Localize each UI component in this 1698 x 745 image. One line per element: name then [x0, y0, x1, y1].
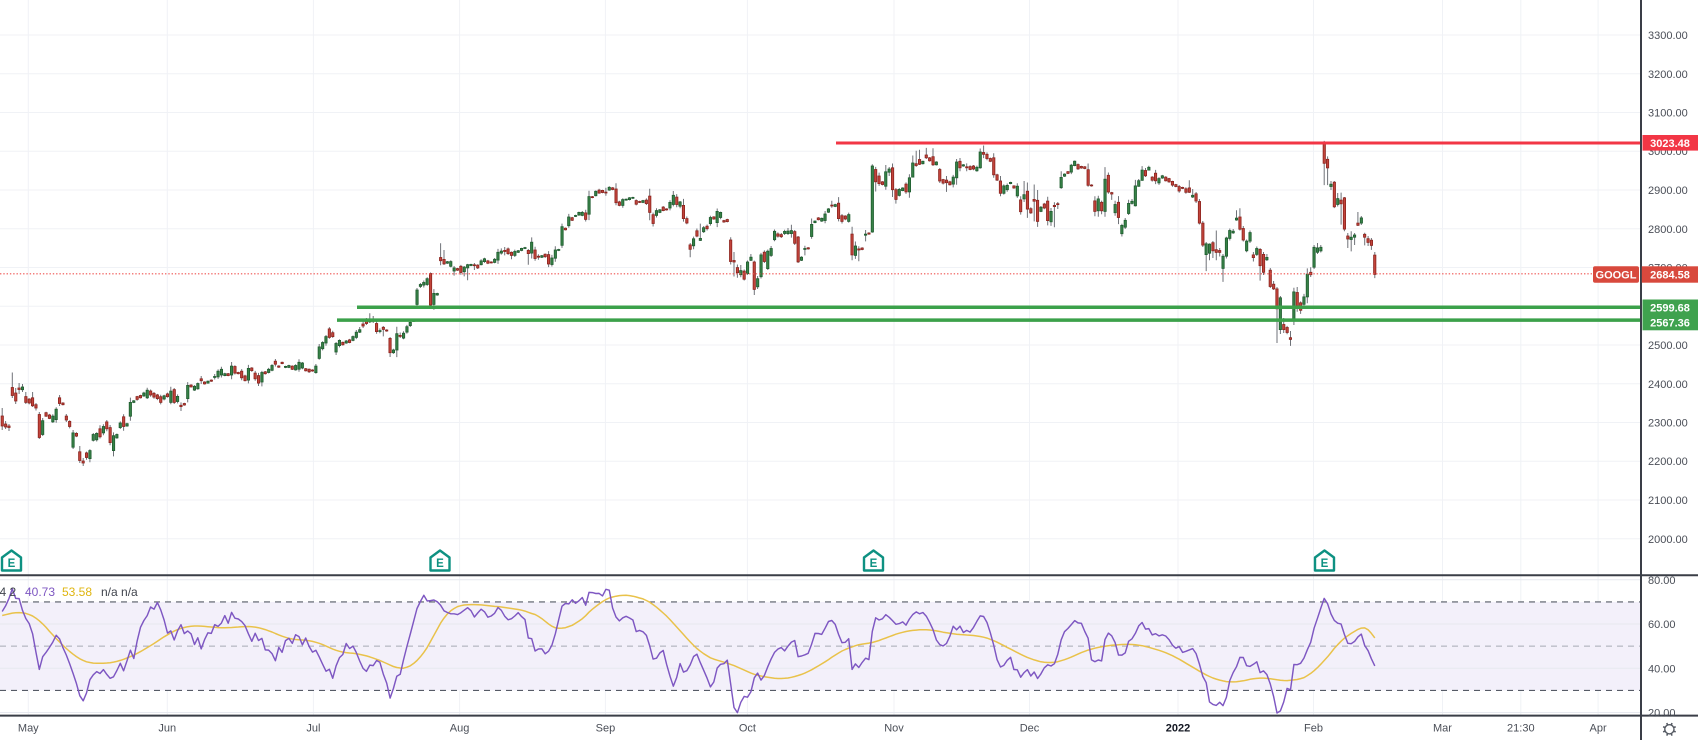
svg-text:Oct: Oct	[739, 723, 756, 735]
svg-text:E: E	[870, 558, 878, 570]
svg-text:40.73: 40.73	[25, 585, 55, 599]
svg-text:60.00: 60.00	[1648, 619, 1676, 631]
svg-text:Sep: Sep	[596, 723, 616, 735]
svg-text:40.00: 40.00	[1648, 663, 1676, 675]
svg-text:n/a n/a: n/a n/a	[101, 585, 138, 599]
svg-text:Aug: Aug	[450, 723, 470, 735]
svg-text:4 2: 4 2	[0, 585, 17, 599]
svg-text:Nov: Nov	[884, 723, 904, 735]
svg-text:2500.00: 2500.00	[1648, 340, 1688, 352]
svg-text:2800.00: 2800.00	[1648, 224, 1688, 236]
svg-text:May: May	[18, 723, 39, 735]
svg-text:3200.00: 3200.00	[1648, 69, 1688, 81]
svg-text:E: E	[436, 558, 444, 570]
svg-text:2022: 2022	[1166, 723, 1190, 735]
svg-text:Mar: Mar	[1433, 723, 1452, 735]
svg-text:Apr: Apr	[1590, 723, 1607, 735]
svg-text:Jul: Jul	[306, 723, 320, 735]
svg-text:2100.00: 2100.00	[1648, 495, 1688, 507]
svg-text:2400.00: 2400.00	[1648, 379, 1688, 391]
svg-text:Jun: Jun	[158, 723, 176, 735]
svg-text:53.58: 53.58	[62, 585, 92, 599]
svg-text:2200.00: 2200.00	[1648, 456, 1688, 468]
svg-text:3100.00: 3100.00	[1648, 108, 1688, 120]
svg-text:21:30: 21:30	[1507, 723, 1535, 735]
svg-text:E: E	[8, 558, 16, 570]
svg-text:20.00: 20.00	[1648, 708, 1676, 720]
svg-text:Feb: Feb	[1304, 723, 1323, 735]
svg-text:2567.36: 2567.36	[1650, 318, 1690, 330]
svg-text:3023.48: 3023.48	[1650, 138, 1690, 150]
svg-text:2599.68: 2599.68	[1650, 302, 1690, 314]
svg-text:2000.00: 2000.00	[1648, 534, 1688, 546]
svg-text:E: E	[1321, 558, 1329, 570]
svg-text:2684.58: 2684.58	[1650, 269, 1690, 281]
svg-text:Dec: Dec	[1020, 723, 1040, 735]
svg-text:GOOGL: GOOGL	[1596, 269, 1637, 281]
svg-text:80.00: 80.00	[1648, 575, 1676, 587]
svg-text:2300.00: 2300.00	[1648, 418, 1688, 430]
svg-text:2900.00: 2900.00	[1648, 185, 1688, 197]
svg-text:3300.00: 3300.00	[1648, 30, 1688, 42]
